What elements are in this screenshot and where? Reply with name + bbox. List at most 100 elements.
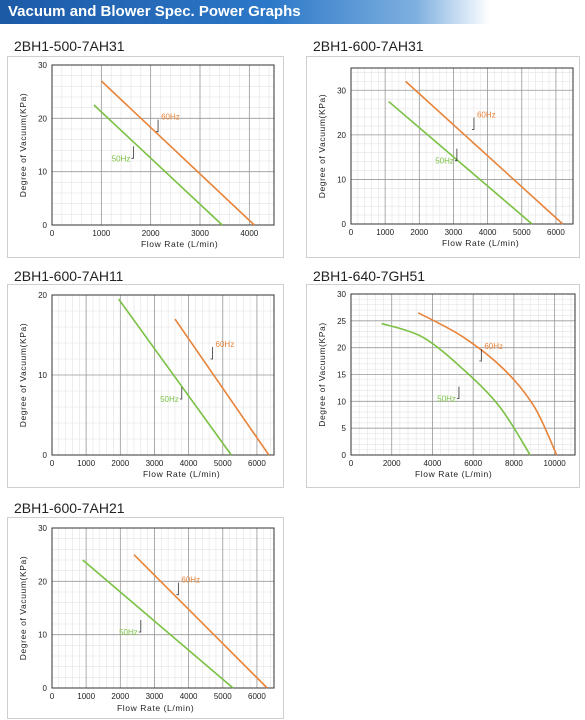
y-tick-label: 20	[38, 577, 47, 586]
y-axis-label: Degree of Vacuum(KPa)	[18, 556, 28, 661]
series-line-50Hz	[381, 322, 531, 456]
chart-panel: 0 2000 4000 6000 8000 10000 0 5 10 15 20 25 30 Flow R…	[306, 284, 580, 488]
series-line-50Hz	[93, 104, 223, 226]
y-tick-label: 0	[342, 220, 347, 229]
series-label: 50Hz	[160, 395, 179, 404]
plot-frame	[51, 64, 275, 226]
y-tick-label: 10	[38, 168, 47, 177]
x-tick-label: 0	[50, 692, 55, 701]
label-leader	[179, 387, 183, 400]
x-axis-label: Flow Rate (L/min)	[415, 469, 492, 479]
section-title: Vacuum and Blower Spec. Power Graphs	[8, 3, 301, 20]
series-label: 50Hz	[112, 154, 131, 163]
x-tick-label: 1000	[77, 459, 95, 468]
x-tick-label: 3000	[445, 228, 463, 237]
y-axis-label: Degree of Vacuum(KPa)	[18, 93, 28, 198]
series-line-60Hz	[405, 80, 564, 225]
y-tick-label: 0	[342, 451, 347, 460]
y-axis-label: Degree of Vacuum(KPa)	[317, 94, 327, 199]
y-tick-label: 30	[38, 61, 47, 70]
x-tick-label: 2000	[111, 692, 129, 701]
x-tick-label: 4000	[180, 459, 198, 468]
chart-svg: 0 2000 4000 6000 8000 10000 0 5 10 15 20 25 30 Flow R…	[317, 290, 576, 479]
y-tick-label: 10	[337, 175, 346, 184]
y-tick-label: 20	[337, 344, 346, 353]
y-tick-label: 0	[43, 684, 48, 693]
x-tick-label: 6000	[464, 459, 482, 468]
series-label: 50Hz	[437, 395, 456, 404]
y-tick-label: 20	[38, 291, 47, 300]
series-line-60Hz	[133, 554, 268, 689]
x-tick-label: 4000	[479, 228, 497, 237]
series-label: 60Hz	[477, 110, 496, 119]
x-tick-label: 10000	[544, 459, 567, 468]
chart-panel: 0 1000 2000 3000 4000 5000 6000 0 10 20 30 Flow Rat…	[7, 517, 284, 719]
x-tick-label: 3000	[146, 692, 164, 701]
plot-frame	[51, 527, 275, 689]
x-tick-label: 5000	[214, 459, 232, 468]
x-tick-label: 0	[50, 459, 55, 468]
label-leader	[131, 146, 134, 159]
plot-frame	[350, 293, 576, 456]
chart-title: 2BH1-600-7AH21	[14, 500, 125, 516]
section-header-bar: Vacuum and Blower Spec. Power Graphs	[0, 0, 490, 24]
y-tick-label: 20	[337, 131, 346, 140]
label-leader	[176, 582, 179, 596]
series-line-50Hz	[82, 559, 234, 689]
x-axis-label: Flow Rate (L/min)	[143, 469, 220, 479]
x-tick-label: 3000	[191, 229, 209, 238]
y-tick-label: 30	[38, 524, 47, 533]
x-tick-label: 5000	[214, 692, 232, 701]
y-tick-label: 0	[43, 221, 48, 230]
x-tick-label: 8000	[505, 459, 523, 468]
x-tick-label: 6000	[547, 228, 565, 237]
x-tick-label: 2000	[142, 229, 160, 238]
label-leader	[210, 347, 213, 360]
y-tick-label: 0	[43, 451, 48, 460]
series-label: 60Hz	[181, 576, 200, 585]
plot-frame	[51, 294, 275, 456]
x-tick-label: 4000	[180, 692, 198, 701]
y-tick-label: 5	[342, 424, 347, 433]
chart-title: 2BH1-640-7GH51	[313, 268, 426, 284]
series-label: 60Hz	[161, 113, 180, 122]
x-tick-label: 6000	[248, 692, 266, 701]
series-label: 60Hz	[484, 342, 503, 351]
x-tick-label: 1000	[77, 692, 95, 701]
chart-svg: 0 1000 2000 3000 4000 5000 6000 0 10 20 Flow Rate …	[18, 291, 275, 479]
series-line-50Hz	[117, 298, 232, 456]
label-leader	[479, 349, 482, 362]
x-tick-label: 2000	[410, 228, 428, 237]
x-tick-label: 4000	[424, 459, 442, 468]
series-line-50Hz	[388, 100, 533, 225]
chart-svg: 0 1000 2000 3000 4000 5000 6000 0 10 20 30 Flow Rat…	[317, 67, 574, 248]
x-tick-label: 5000	[513, 228, 531, 237]
label-leader	[456, 386, 460, 399]
x-axis-label: Flow Rate (L/min)	[442, 238, 519, 248]
label-leader	[454, 148, 458, 162]
series-label: 50Hz	[119, 628, 138, 637]
series-label: 50Hz	[435, 157, 454, 166]
y-axis-label: Degree of Vacuum(KPa)	[317, 322, 327, 427]
y-tick-label: 25	[337, 317, 346, 326]
x-tick-label: 0	[349, 459, 354, 468]
x-tick-label: 4000	[240, 229, 258, 238]
y-tick-label: 30	[337, 290, 346, 299]
y-tick-label: 10	[38, 631, 47, 640]
y-tick-label: 30	[337, 86, 346, 95]
chart-panel: 0 1000 2000 3000 4000 0 10 20 30 Flow Rate (L/min…	[7, 56, 284, 258]
x-tick-label: 2000	[111, 459, 129, 468]
chart-svg: 0 1000 2000 3000 4000 5000 6000 0 10 20 30 Flow Rat…	[18, 524, 275, 713]
x-tick-label: 6000	[248, 459, 266, 468]
label-leader	[138, 620, 142, 633]
x-tick-label: 1000	[92, 229, 110, 238]
label-leader	[471, 117, 475, 130]
x-tick-label: 0	[349, 228, 354, 237]
y-axis-label: Degree of Vacuum(KPa)	[18, 323, 28, 428]
y-tick-label: 10	[38, 371, 47, 380]
y-tick-label: 15	[337, 371, 346, 380]
chart-panel: 0 1000 2000 3000 4000 5000 6000 0 10 20 Flow Rate …	[7, 284, 284, 488]
chart-title: 2BH1-500-7AH31	[14, 38, 125, 54]
chart-panel: 0 1000 2000 3000 4000 5000 6000 0 10 20 30 Flow Rat…	[306, 56, 580, 258]
x-tick-label: 2000	[383, 459, 401, 468]
